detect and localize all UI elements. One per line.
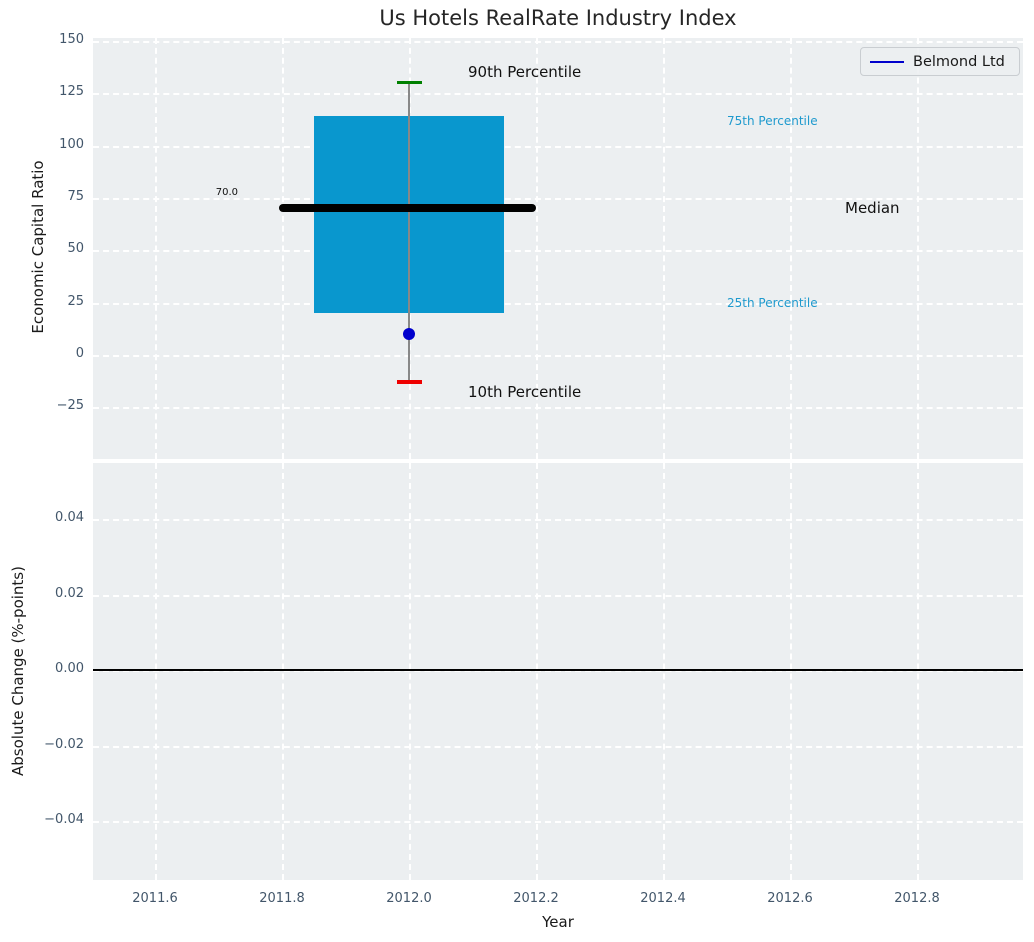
horizontal-gridline: [93, 41, 1023, 43]
horizontal-gridline: [93, 354, 1023, 357]
y-tick-label: 150: [59, 32, 84, 47]
y-tick-label: 0.00: [55, 661, 84, 676]
median-annotation: Median: [845, 199, 900, 217]
whisker-line: [408, 82, 410, 383]
vertical-gridline: [155, 38, 157, 459]
top-y-axis-label: Economic Capital Ratio: [29, 160, 47, 334]
vertical-gridline: [917, 38, 919, 459]
y-tick-label: 100: [59, 136, 84, 152]
company-data-point: [403, 327, 415, 340]
top-axes: [93, 38, 1023, 459]
y-tick-label: 0.04: [55, 510, 84, 525]
zero-baseline: [93, 669, 1023, 671]
chart-title: Us Hotels RealRate Industry Index: [379, 6, 737, 30]
vertical-gridline: [663, 38, 665, 459]
legend-line-sample: [870, 60, 904, 63]
horizontal-gridline: [93, 594, 1023, 597]
legend: Belmond Ltd: [860, 47, 1020, 76]
y-tick-label: 0: [75, 345, 84, 361]
y-tick-label: 25: [67, 293, 84, 309]
y-tick-label: 75: [67, 188, 84, 204]
horizontal-gridline: [93, 250, 1023, 253]
horizontal-gridline: [93, 670, 1023, 672]
legend-entry-label: Belmond Ltd: [913, 53, 1005, 70]
bottom-axes: [93, 463, 1023, 880]
horizontal-gridline: [93, 93, 1023, 96]
x-tick-label: 2012.2: [513, 891, 559, 906]
horizontal-gridline: [93, 197, 1023, 200]
p10-annotation: 10th Percentile: [468, 383, 582, 401]
p10-cap-marker: [397, 380, 422, 384]
x-axis-label: Year: [542, 913, 574, 931]
p90-annotation: 90th Percentile: [468, 63, 582, 81]
p90-cap-marker: [397, 80, 422, 85]
y-tick-label: −25: [56, 398, 84, 414]
x-tick-label: 2012.0: [386, 891, 432, 906]
horizontal-gridline: [93, 519, 1023, 521]
vertical-gridline: [282, 38, 284, 459]
x-tick-label: 2012.6: [767, 891, 813, 906]
horizontal-gridline: [93, 407, 1023, 410]
bottom-y-axis-label: Absolute Change (%-points): [9, 566, 27, 776]
p75-annotation: 75th Percentile: [727, 114, 818, 128]
x-tick-label: 2011.8: [259, 891, 305, 906]
horizontal-gridline: [93, 821, 1023, 823]
x-tick-label: 2012.8: [894, 891, 940, 906]
x-tick-label: 2011.6: [132, 891, 178, 906]
y-tick-label: 125: [59, 84, 84, 100]
median-value-label: 70.0: [215, 187, 238, 198]
x-tick-label: 2012.4: [640, 891, 686, 906]
horizontal-gridline: [93, 745, 1023, 748]
horizontal-gridline: [93, 145, 1023, 148]
y-tick-label: 50: [67, 241, 84, 257]
horizontal-gridline: [93, 302, 1023, 305]
y-tick-label: −0.04: [44, 812, 84, 827]
vertical-gridline: [536, 38, 538, 459]
y-tick-label: −0.02: [44, 736, 84, 752]
vertical-gridline: [790, 38, 792, 459]
median-line: [278, 204, 536, 213]
p25-annotation: 25th Percentile: [727, 296, 818, 310]
y-tick-label: 0.02: [55, 585, 84, 601]
